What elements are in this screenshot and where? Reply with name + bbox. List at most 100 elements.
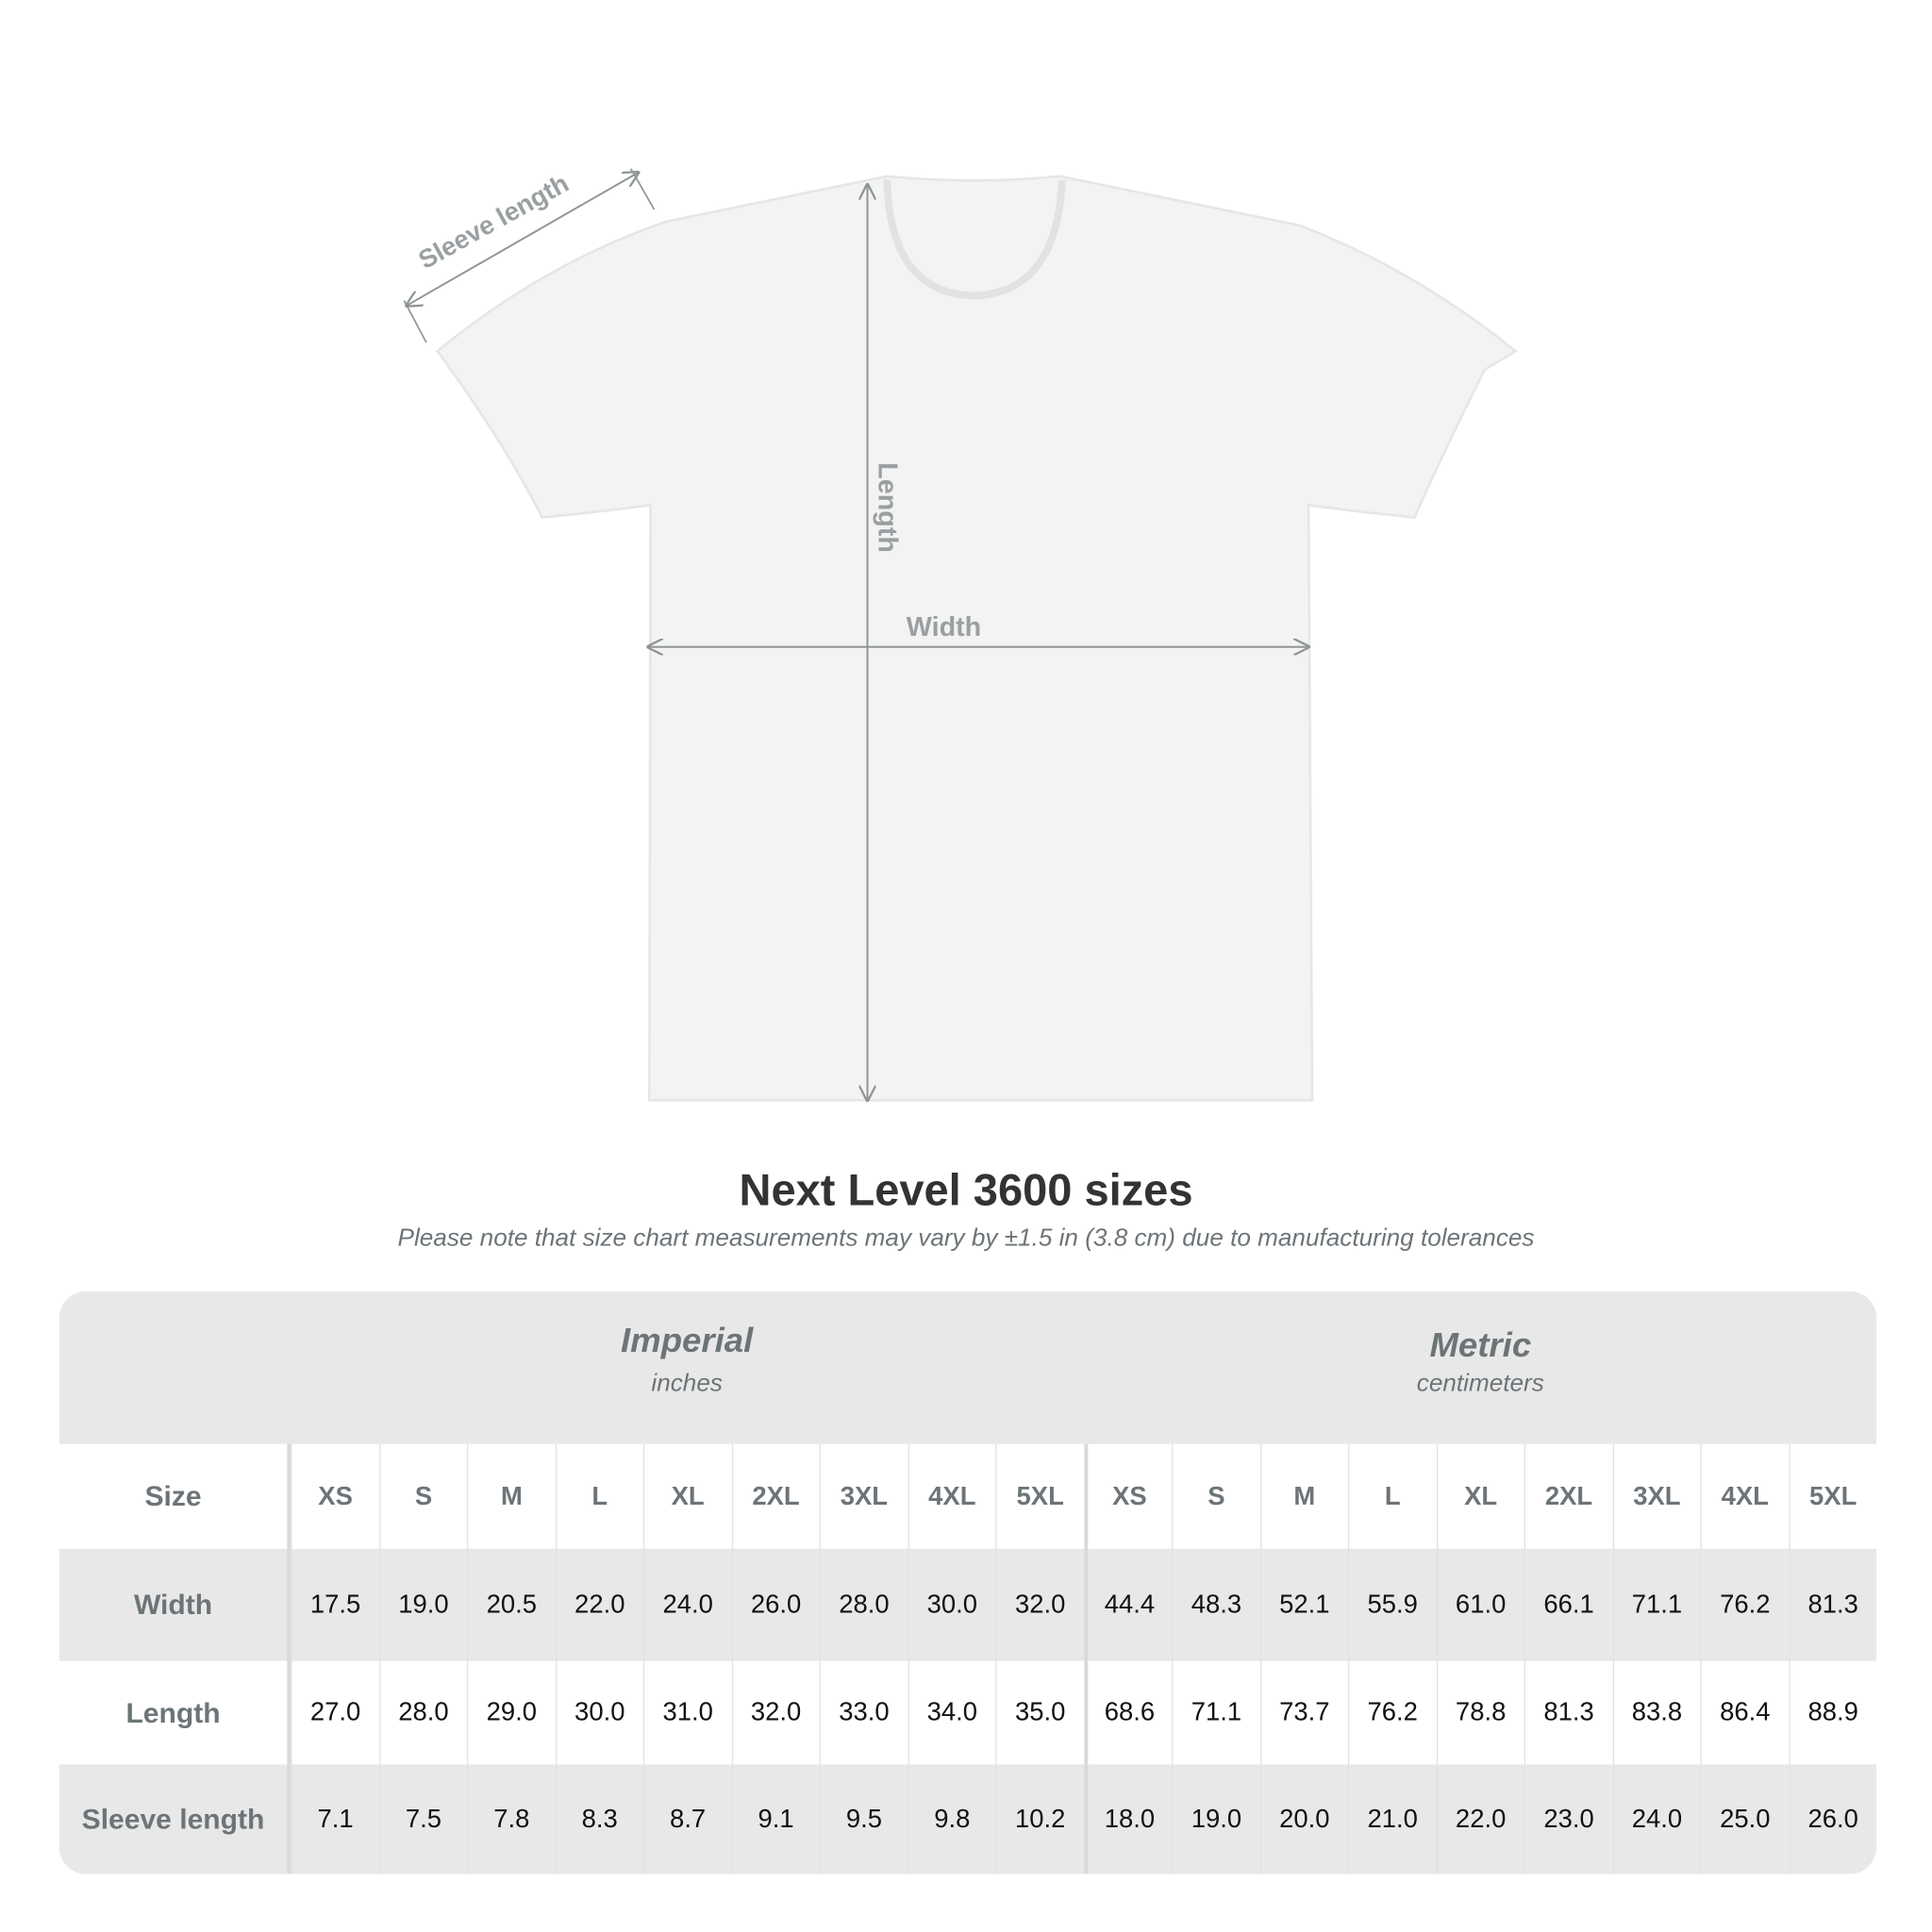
size-header-metric: L xyxy=(1347,1443,1436,1549)
imperial-value-cell: 17.5 xyxy=(291,1548,378,1661)
metric-value-cell: 55.9 xyxy=(1347,1548,1436,1661)
imperial-value-cell: 7.8 xyxy=(467,1764,555,1874)
metric-value-cell: 26.0 xyxy=(1788,1764,1876,1874)
tolerance-note: Please note that size chart measurements… xyxy=(397,1224,1535,1253)
size-header-metric: XL xyxy=(1436,1443,1524,1549)
table-header: Imperial inches Metric centimeters xyxy=(58,1291,1877,1444)
imperial-title: Imperial xyxy=(621,1321,754,1359)
size-table: Imperial inches Metric centimeters Size X… xyxy=(58,1291,1877,1874)
metric-value-cell: 68.6 xyxy=(1083,1660,1172,1765)
metric-value-cell: 19.0 xyxy=(1172,1764,1259,1874)
table-row: Width 17.5 19.0 20.5 22.0 24.0 26.0 28.0 30.0 32.… xyxy=(58,1548,1877,1661)
sleeve-arrow xyxy=(407,173,639,306)
size-header-imperial: 5XL xyxy=(995,1443,1083,1549)
length-label: Length xyxy=(872,462,902,553)
metric-value-cell: 20.0 xyxy=(1259,1764,1348,1874)
collar xyxy=(883,179,1066,300)
imperial-value-cell: 8.7 xyxy=(642,1764,731,1874)
imperial-value-cell: 22.0 xyxy=(555,1548,642,1661)
metric-title: Metric xyxy=(1429,1325,1532,1364)
size-header-row: Size XS S M L XL 2XL 3XL 4XL 5XL XS S M L XL 2XL 3XL 4XL 5… xyxy=(59,1443,1877,1549)
imperial-value-cell: 9.8 xyxy=(907,1764,995,1874)
imperial-value-cell: 7.1 xyxy=(291,1764,378,1874)
metric-value-cell: 76.2 xyxy=(1700,1548,1788,1661)
width-label: Width xyxy=(907,612,981,642)
size-header-metric: XS xyxy=(1083,1443,1172,1549)
metric-value-cell: 71.1 xyxy=(1172,1660,1259,1765)
size-header-imperial: 3XL xyxy=(819,1443,908,1549)
size-header-imperial: 4XL xyxy=(907,1443,995,1549)
imperial-value-cell: 20.5 xyxy=(467,1548,555,1661)
size-header-metric: 3XL xyxy=(1612,1443,1700,1549)
metric-value-cell: 71.1 xyxy=(1612,1548,1700,1661)
imperial-value-cell: 8.3 xyxy=(555,1764,642,1874)
table-row: Length 27.0 28.0 29.0 30.0 31.0 32.0 33.0 34.0 35… xyxy=(59,1660,1877,1765)
size-header-imperial: M xyxy=(467,1443,555,1549)
metric-value-cell: 83.8 xyxy=(1612,1660,1700,1765)
size-header-metric: 2XL xyxy=(1524,1443,1612,1549)
metric-value-cell: 88.9 xyxy=(1788,1660,1876,1765)
imperial-value-cell: 10.2 xyxy=(995,1764,1083,1874)
imperial-value-cell: 32.0 xyxy=(731,1660,819,1765)
metric-value-cell: 18.0 xyxy=(1083,1764,1172,1874)
size-header-imperial: XL xyxy=(642,1443,731,1549)
metric-value-cell: 76.2 xyxy=(1347,1660,1436,1765)
size-header-imperial: S xyxy=(378,1443,467,1549)
sleeve-length-label: Sleeve length xyxy=(413,168,574,275)
row-label: Sleeve length xyxy=(59,1764,291,1874)
size-header-imperial: L xyxy=(555,1443,642,1549)
imperial-value-cell: 34.0 xyxy=(907,1660,995,1765)
metric-value-cell: 25.0 xyxy=(1700,1764,1788,1874)
size-header-metric: 5XL xyxy=(1788,1443,1876,1549)
page-title: Next Level 3600 sizes xyxy=(739,1164,1193,1215)
metric-value-cell: 81.3 xyxy=(1524,1660,1612,1765)
metric-value-cell: 24.0 xyxy=(1612,1764,1700,1874)
imperial-value-cell: 32.0 xyxy=(995,1548,1083,1661)
imperial-value-cell: 24.0 xyxy=(642,1548,731,1661)
sleeve-tick-left xyxy=(403,300,427,343)
metric-value-cell: 22.0 xyxy=(1436,1764,1524,1874)
tshirt-image xyxy=(435,175,1518,1102)
imperial-unit: inches xyxy=(651,1370,723,1398)
imperial-value-cell: 26.0 xyxy=(731,1548,819,1661)
row-label: Width xyxy=(59,1548,291,1661)
imperial-value-cell: 35.0 xyxy=(995,1660,1083,1765)
metric-value-cell: 48.3 xyxy=(1172,1548,1259,1661)
imperial-value-cell: 7.5 xyxy=(378,1764,467,1874)
metric-value-cell: 78.8 xyxy=(1436,1660,1524,1765)
imperial-value-cell: 9.1 xyxy=(731,1764,819,1874)
imperial-value-cell: 33.0 xyxy=(819,1660,908,1765)
size-label: Size xyxy=(59,1443,291,1549)
imperial-value-cell: 30.0 xyxy=(907,1548,995,1661)
size-header-metric: S xyxy=(1172,1443,1259,1549)
size-header-imperial: 2XL xyxy=(731,1443,819,1549)
imperial-value-cell: 28.0 xyxy=(378,1660,467,1765)
metric-value-cell: 23.0 xyxy=(1524,1764,1612,1874)
metric-value-cell: 44.4 xyxy=(1083,1548,1172,1661)
metric-value-cell: 81.3 xyxy=(1788,1548,1876,1661)
metric-value-cell: 61.0 xyxy=(1436,1548,1524,1661)
imperial-value-cell: 30.0 xyxy=(555,1660,642,1765)
metric-header: Metric centimeters xyxy=(1084,1325,1876,1398)
metric-value-cell: 66.1 xyxy=(1524,1548,1612,1661)
imperial-value-cell: 19.0 xyxy=(378,1548,467,1661)
imperial-header: Imperial inches xyxy=(291,1321,1083,1398)
sleeve-tick-right xyxy=(629,168,656,210)
metric-value-cell: 52.1 xyxy=(1259,1548,1348,1661)
table-row: Sleeve length 7.1 7.5 7.8 8.3 8.7 9.1 9.5 9.8 10.… xyxy=(58,1764,1877,1874)
row-label: Length xyxy=(59,1660,291,1765)
metric-value-cell: 86.4 xyxy=(1700,1660,1788,1765)
size-header-metric: M xyxy=(1259,1443,1348,1549)
imperial-value-cell: 9.5 xyxy=(819,1764,908,1874)
size-header-metric: 4XL xyxy=(1700,1443,1788,1549)
imperial-value-cell: 29.0 xyxy=(467,1660,555,1765)
imperial-value-cell: 28.0 xyxy=(819,1548,908,1661)
imperial-value-cell: 27.0 xyxy=(291,1660,378,1765)
size-header-imperial: XS xyxy=(291,1443,378,1549)
imperial-value-cell: 31.0 xyxy=(642,1660,731,1765)
metric-unit: centimeters xyxy=(1416,1370,1544,1398)
metric-value-cell: 21.0 xyxy=(1347,1764,1436,1874)
metric-value-cell: 73.7 xyxy=(1259,1660,1348,1765)
